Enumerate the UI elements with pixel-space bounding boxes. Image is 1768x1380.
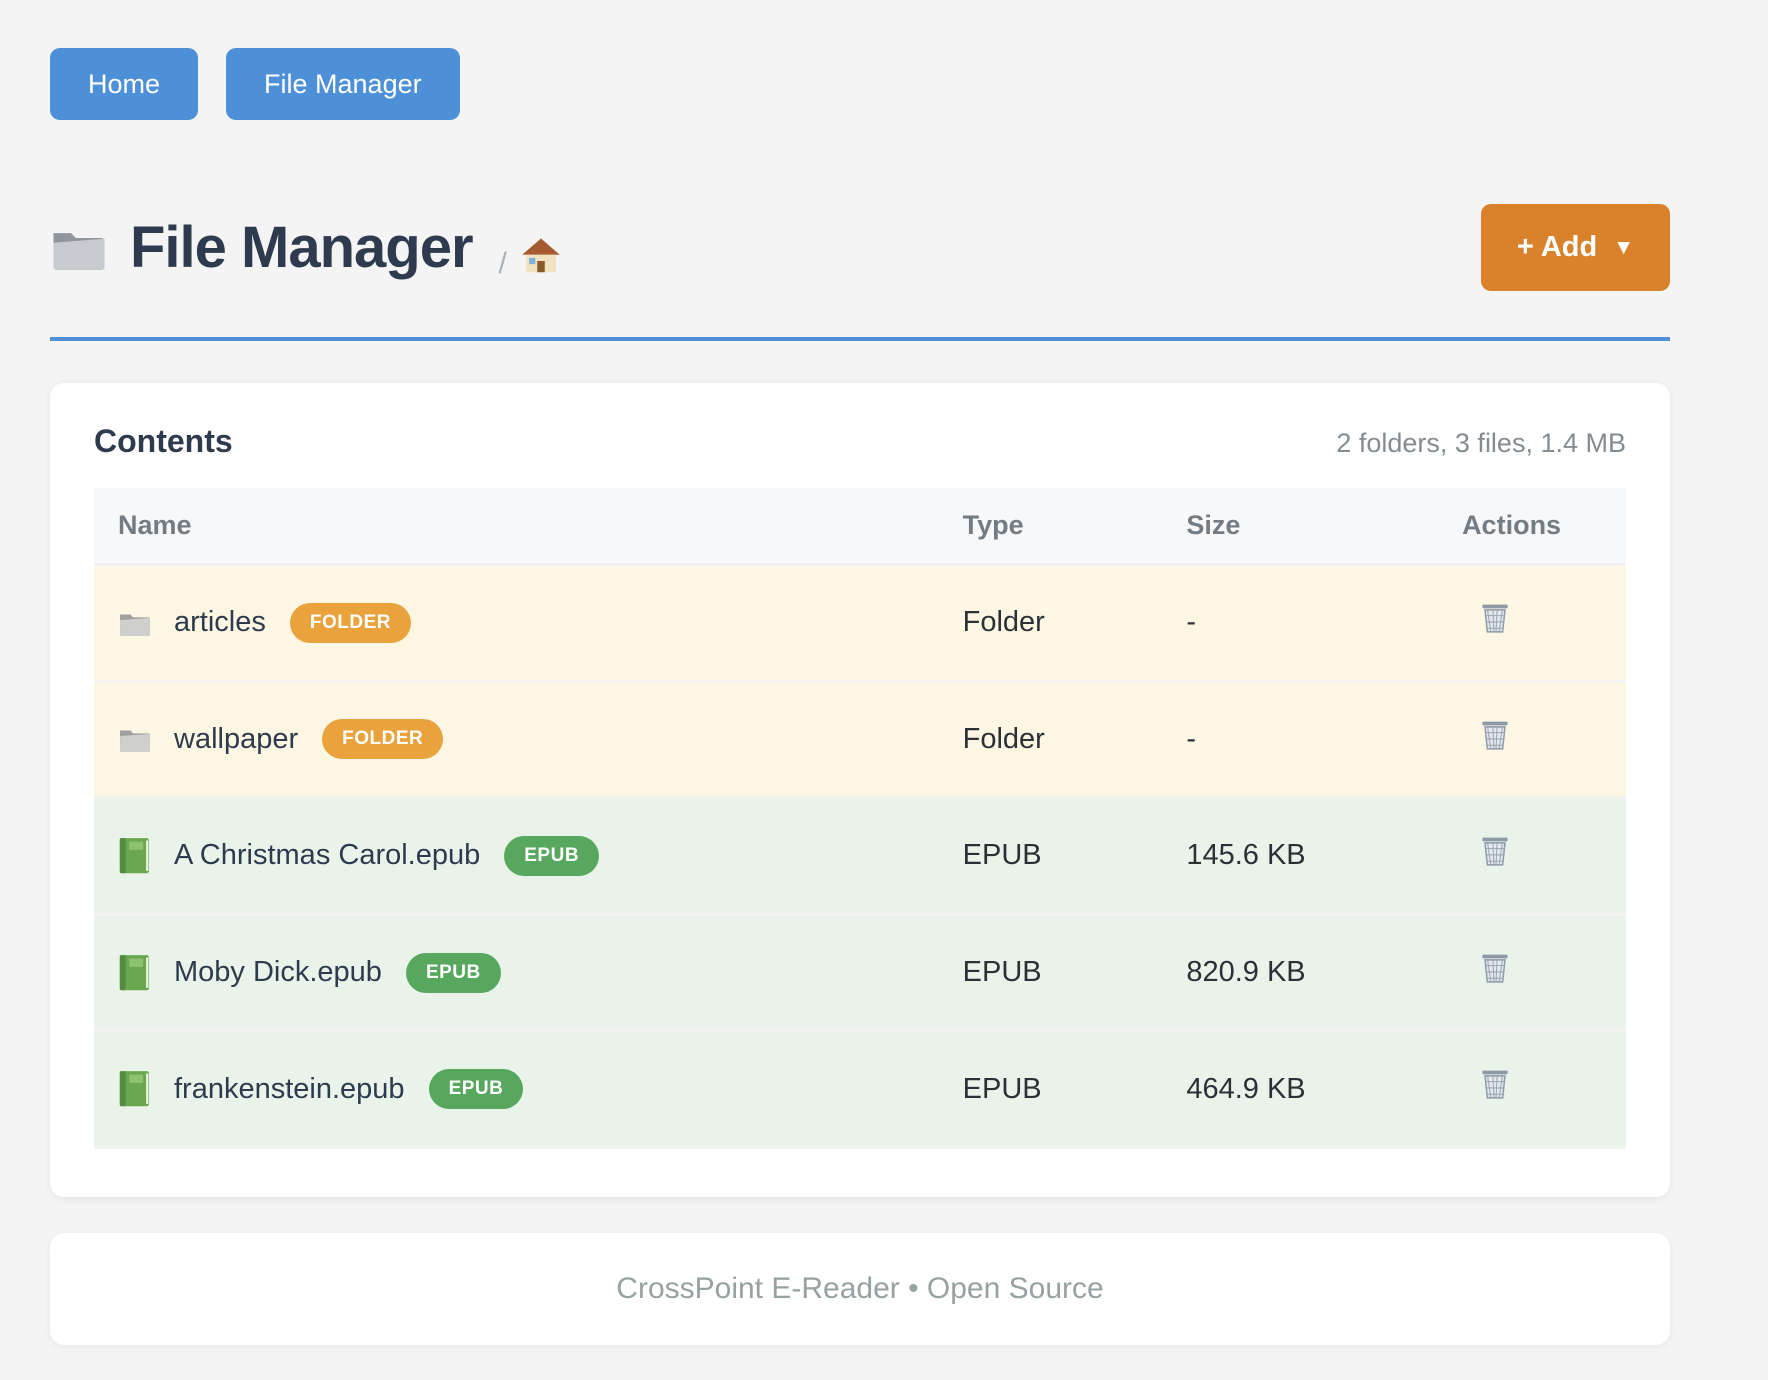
file-type: EPUB bbox=[962, 1030, 1187, 1149]
file-size: 464.9 KB bbox=[1186, 1030, 1463, 1149]
page-header: File Manager / + Add ▼ bbox=[50, 204, 1670, 291]
header-row: Name Type Size Actions bbox=[94, 488, 1626, 566]
file-name[interactable]: frankenstein.epub bbox=[174, 1072, 405, 1105]
contents-card-header: Contents 2 folders, 3 files, 1.4 MB bbox=[94, 423, 1626, 460]
file-name-cell: articles FOLDER bbox=[118, 602, 963, 643]
column-header-name: Name bbox=[94, 488, 963, 566]
file-table-body: articles FOLDER Folder - wallpaper FOLDER Fold… bbox=[94, 564, 1626, 1149]
folder-icon bbox=[118, 724, 152, 754]
contents-card: Contents 2 folders, 3 files, 1.4 MB Name… bbox=[50, 383, 1670, 1197]
delete-button[interactable] bbox=[1480, 719, 1510, 756]
contents-summary: 2 folders, 3 files, 1.4 MB bbox=[1336, 428, 1626, 458]
add-button-label: + Add bbox=[1516, 231, 1598, 263]
type-badge: EPUB bbox=[428, 1069, 524, 1110]
add-button[interactable]: + Add ▼ bbox=[1480, 204, 1670, 291]
file-name-cell: Moby Dick.epub EPUB bbox=[118, 952, 963, 993]
trash-icon bbox=[1480, 835, 1510, 872]
title-wrap: File Manager / bbox=[50, 214, 561, 281]
file-size: - bbox=[1186, 681, 1463, 800]
file-name[interactable]: wallpaper bbox=[174, 722, 299, 755]
file-size: 145.6 KB bbox=[1186, 797, 1463, 916]
file-size: - bbox=[1186, 564, 1463, 683]
nav-file-manager-button[interactable]: File Manager bbox=[226, 48, 460, 120]
file-type: Folder bbox=[962, 681, 1187, 800]
file-name[interactable]: Moby Dick.epub bbox=[174, 956, 382, 989]
house-icon[interactable] bbox=[521, 236, 561, 281]
table-row: Moby Dick.epub EPUB EPUB 820.9 KB bbox=[94, 914, 1626, 1033]
book-icon bbox=[118, 1070, 152, 1107]
file-table-head: Name Type Size Actions bbox=[94, 488, 1626, 566]
top-nav: Home File Manager bbox=[50, 0, 1670, 120]
book-icon bbox=[118, 954, 152, 991]
header-divider bbox=[50, 337, 1670, 341]
column-header-actions: Actions bbox=[1462, 488, 1626, 566]
type-badge: EPUB bbox=[405, 952, 501, 993]
trash-icon bbox=[1480, 602, 1510, 639]
trash-icon bbox=[1480, 1068, 1510, 1105]
file-type: Folder bbox=[962, 564, 1187, 683]
folder-icon bbox=[50, 222, 108, 273]
table-row: articles FOLDER Folder - bbox=[94, 564, 1626, 683]
nav-home-button[interactable]: Home bbox=[50, 48, 199, 120]
delete-button[interactable] bbox=[1480, 602, 1510, 639]
page-title: File Manager bbox=[130, 215, 474, 280]
page-container: Home File Manager File Manager / + Add ▼… bbox=[50, 0, 1670, 1345]
footer-text: CrossPoint E-Reader • Open Source bbox=[616, 1271, 1104, 1305]
file-type: EPUB bbox=[962, 797, 1187, 916]
trash-icon bbox=[1480, 719, 1510, 756]
footer: CrossPoint E-Reader • Open Source bbox=[50, 1232, 1670, 1345]
file-name-cell: frankenstein.epub EPUB bbox=[118, 1069, 963, 1110]
file-name[interactable]: A Christmas Carol.epub bbox=[174, 839, 481, 872]
column-header-type: Type bbox=[962, 488, 1187, 566]
file-type: EPUB bbox=[962, 914, 1187, 1033]
column-header-size: Size bbox=[1186, 488, 1463, 566]
contents-title: Contents bbox=[94, 423, 233, 459]
file-name[interactable]: articles bbox=[174, 606, 266, 639]
type-badge: FOLDER bbox=[289, 602, 411, 643]
file-size: 820.9 KB bbox=[1186, 914, 1463, 1033]
breadcrumb: / bbox=[499, 236, 561, 281]
book-icon bbox=[118, 837, 152, 874]
file-name-cell: wallpaper FOLDER bbox=[118, 719, 963, 760]
trash-icon bbox=[1480, 952, 1510, 989]
chevron-down-icon: ▼ bbox=[1613, 235, 1634, 259]
type-badge: FOLDER bbox=[322, 719, 444, 760]
folder-icon bbox=[118, 608, 152, 638]
file-name-cell: A Christmas Carol.epub EPUB bbox=[118, 835, 963, 876]
file-table: Name Type Size Actions articles FOLDER Fol… bbox=[94, 488, 1626, 1149]
table-row: frankenstein.epub EPUB EPUB 464.9 KB bbox=[94, 1030, 1626, 1149]
breadcrumb-separator: / bbox=[498, 247, 507, 280]
table-row: A Christmas Carol.epub EPUB EPUB 145.6 KB bbox=[94, 797, 1626, 916]
table-row: wallpaper FOLDER Folder - bbox=[94, 681, 1626, 800]
type-badge: EPUB bbox=[504, 835, 600, 876]
delete-button[interactable] bbox=[1480, 952, 1510, 989]
delete-button[interactable] bbox=[1480, 1068, 1510, 1105]
delete-button[interactable] bbox=[1480, 835, 1510, 872]
